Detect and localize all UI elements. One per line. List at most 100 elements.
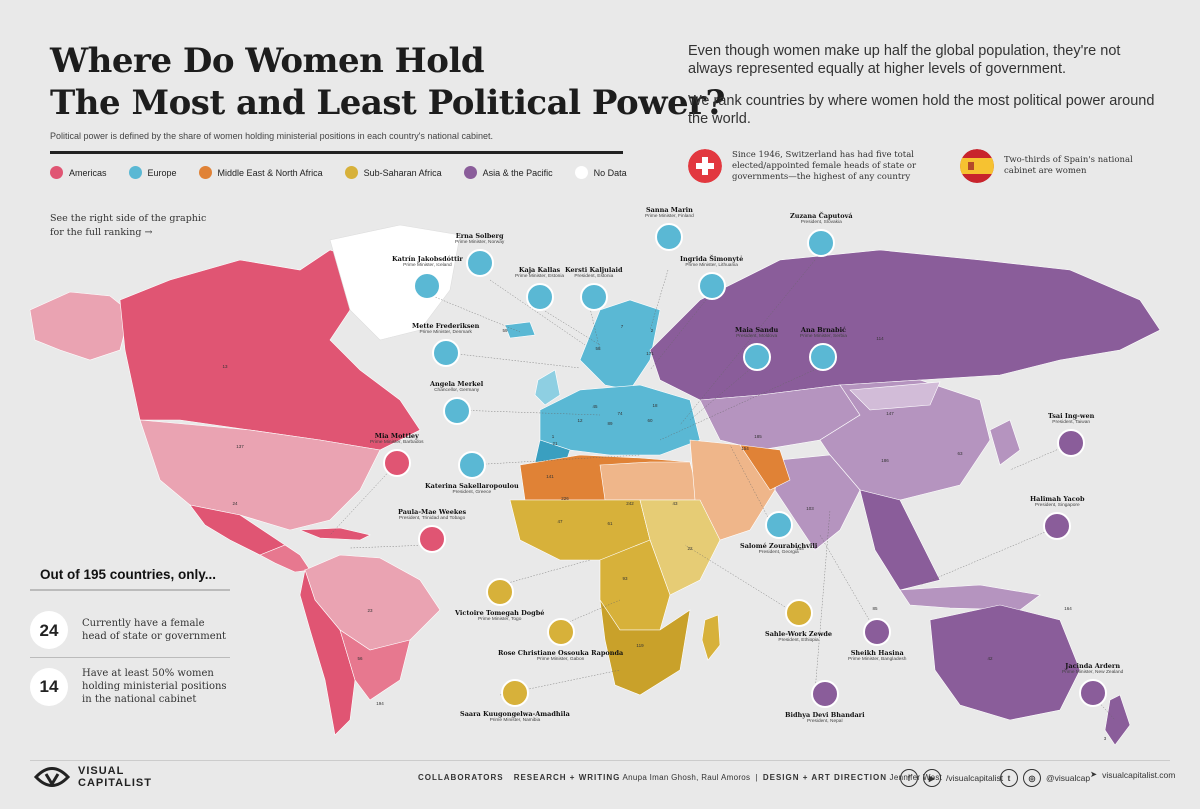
facebook-icon[interactable]: f: [900, 769, 918, 787]
leader-role: Prime Minister, Gabon: [536, 657, 585, 662]
leader-tsai-ing-wen: Tsai Ing-wen President, Taiwan: [1048, 412, 1094, 460]
leader-lines: [329, 259, 1116, 721]
leader-bidhya-devi-bhandari: Bidhya Devi Bhandari President, Nepal: [785, 677, 865, 725]
leader-name: Tsai Ing-wen: [1048, 412, 1095, 420]
leader-role: President, Greece: [452, 490, 492, 495]
leader-role: President, Nepal: [807, 719, 843, 724]
leader-name: Victoire Tomegah Dogbé: [455, 609, 545, 617]
australia: [929, 604, 1081, 721]
page-title: Where Do Women Hold The Most and Least P…: [50, 40, 725, 124]
leader-halimah-yacob: Halimah Yacob President, Singapore: [1030, 495, 1085, 543]
leader-portrait: [579, 283, 608, 311]
cursor-icon: ➤: [1090, 769, 1098, 779]
rank-label: 137: [236, 444, 244, 449]
leader-name: Angela Merkel: [430, 380, 484, 388]
rank-label: 24: [232, 501, 238, 506]
rank-label: 58: [595, 346, 601, 351]
leader-portrait: [1078, 679, 1107, 707]
stat-description: Have at least 50% women holding minister…: [82, 668, 227, 705]
facebook-handle[interactable]: /visualcapitalist: [946, 773, 1004, 783]
rank-label: 13: [222, 364, 228, 369]
footer-divider: [30, 760, 1170, 761]
leader-zuzana-caputova: Zuzana Čaputová President, Slovakia: [790, 212, 853, 260]
leader-katerina-sakellaropoulou: Katerina Sakellaropoulou President, Gree…: [425, 448, 519, 496]
americas-swatch: [50, 166, 63, 179]
canada: [119, 249, 421, 451]
legend-label: Middle East & North Africa: [217, 167, 323, 178]
spain-flag-icon: [960, 149, 994, 183]
leader-sahle-work-zewde: Sahle-Work Zewde President, Ethiopia: [765, 596, 832, 644]
ranking-hint: See the right side of the graphic for th…: [50, 212, 210, 240]
leader-portrait: [500, 679, 529, 707]
leader-name: Mette Frederiksen: [412, 322, 480, 330]
leader-name: Sheikh Hasina: [850, 649, 904, 657]
leader-paula-mae-weekes: Paula-Mae Weekes President, Trinidad and…: [398, 508, 466, 556]
leader-role: Prime Minister, Denmark: [419, 330, 472, 335]
stats-heading: Out of 195 countries, only...: [40, 567, 217, 582]
leader-portrait: [655, 223, 684, 251]
switzerland-callout: Since 1946, Switzerland has had five tot…: [688, 149, 918, 183]
iran: [739, 444, 791, 491]
leader-role: Prime Minister, New Zealand: [1062, 670, 1124, 675]
social-twitter-instagram[interactable]: t ◎ @visualcap: [1000, 769, 1090, 787]
credit-separator: |: [755, 773, 758, 782]
leader-portrait: [418, 525, 447, 553]
rank-label: 56: [357, 656, 363, 661]
south-america-west: [299, 568, 356, 736]
rank-label: 141: [546, 474, 554, 479]
website-link[interactable]: visualcapitalist.com: [1102, 769, 1176, 780]
twitter-handle[interactable]: @visualcap: [1046, 773, 1091, 783]
leader-mette-frederiksen: Mette Frederiksen Prime Minister, Denmar…: [412, 322, 479, 370]
leader-role: President, Slovakia: [800, 220, 842, 225]
rank-label: 226: [561, 496, 569, 501]
south-america-south: [339, 629, 411, 701]
legend-label: Europe: [147, 167, 177, 178]
leader-portrait: [863, 618, 892, 646]
rank-label: 42: [987, 656, 993, 661]
leader-name: Jacinda Ardern: [1065, 662, 1121, 670]
twitter-icon[interactable]: t: [1000, 769, 1018, 787]
leader-role: President, Estonia: [574, 274, 614, 279]
title-line-2: The Most and Least Political Power?: [50, 83, 725, 123]
title-line-1: Where Do Women Hold: [50, 41, 485, 81]
social-website[interactable]: ➤ visualcapitalist.com: [1090, 769, 1175, 780]
collaborators-credit: COLLABORATORS RESEARCH + WRITING Anupa I…: [418, 773, 942, 782]
social-facebook-youtube[interactable]: f ▶ /visualcapitalist: [900, 769, 1003, 787]
leader-portrait: [1043, 512, 1072, 540]
leader-portrait: [382, 449, 411, 477]
rank-label: 74: [617, 411, 623, 416]
leader-portrait: [697, 272, 726, 300]
rank-label: 164: [1064, 606, 1072, 611]
united-states: [139, 419, 381, 531]
leader-portrait: [764, 511, 793, 539]
leader-role: Prime Minister, Barbados: [370, 440, 424, 445]
instagram-icon[interactable]: ◎: [1023, 769, 1041, 787]
stats-divider: [30, 589, 230, 591]
leader-role: President, Georgia: [758, 550, 799, 555]
youtube-icon[interactable]: ▶: [923, 769, 941, 787]
rank-label: 12: [577, 418, 583, 423]
leader-role: Prime Minister, Estonia: [515, 274, 565, 279]
stat-female-head: 24 Currently have a female head of state…: [30, 611, 227, 649]
legend-asia: Asia & the Pacific: [463, 166, 553, 179]
leader-erna-solberg: Erna Solberg Prime Minister, Norway: [455, 232, 504, 280]
japan-korea: [989, 419, 1021, 466]
rank-label: 22: [687, 546, 693, 551]
intro-paragraph-1: Even though women make up half the globa…: [688, 43, 1121, 77]
logo-mark-icon: [34, 767, 70, 787]
rank-label: 114: [876, 336, 884, 341]
leader-role: Prime Minister, Finland: [645, 214, 694, 219]
leader-name: Ana Brnabić: [800, 326, 846, 334]
rank-label: 7: [621, 324, 624, 329]
southeast-asia: [859, 489, 941, 591]
libya-egypt: [599, 461, 701, 501]
indonesia: [899, 584, 1041, 611]
switzerland-callout-text: Since 1946, Switzerland has had five tot…: [732, 149, 917, 182]
design-label: DESIGN + ART DIRECTION: [762, 773, 887, 782]
region-legend: Americas Europe Middle East & North Afri…: [50, 166, 627, 179]
visual-capitalist-logo[interactable]: VISUAL CAPITALIST: [34, 762, 152, 792]
leader-name: Salomé Zourabichvili: [740, 542, 818, 550]
leader-role: President, Taiwan: [1052, 420, 1091, 425]
logo-line-1: VISUAL: [78, 765, 125, 777]
